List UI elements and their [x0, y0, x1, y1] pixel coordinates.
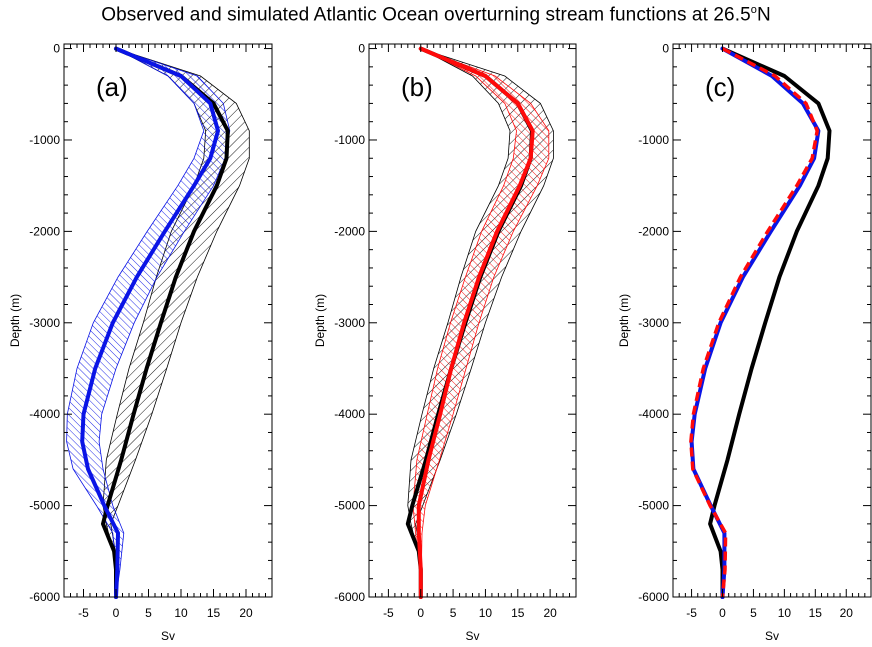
y-tick-label: -4000 — [29, 407, 60, 421]
x-axis-title: Sv — [161, 629, 175, 643]
y-tick-label: -6000 — [638, 590, 669, 604]
y-tick-label: -1000 — [334, 133, 365, 147]
chart-title-suffix: N — [756, 4, 771, 26]
y-tick-label: -3000 — [29, 316, 60, 330]
y-tick-label: 0 — [53, 42, 60, 56]
y-axis-title: Depth (m) — [8, 294, 22, 347]
y-tick-label: -6000 — [334, 590, 365, 604]
x-tick-label: 15 — [511, 606, 525, 620]
y-axis-title: Depth (m) — [313, 294, 327, 347]
x-tick-label: 5 — [750, 606, 757, 620]
x-tick-label: -5 — [686, 606, 697, 620]
y-tick-label: -5000 — [29, 499, 60, 513]
y-tick-label: 0 — [662, 42, 669, 56]
series-line-black-0 — [708, 46, 832, 599]
x-tick-label: 15 — [809, 606, 823, 620]
series-line-red-2 — [689, 47, 819, 598]
y-tick-label: -1000 — [29, 133, 60, 147]
x-tick-label: 10 — [778, 606, 792, 620]
x-tick-label: 10 — [174, 606, 188, 620]
series-line-black-0 — [101, 46, 230, 599]
panel-label: (a) — [96, 72, 128, 102]
panel-a: 0 -1000 -2000 -3000 -4000 -5000 -6000 -5 0 5 10 15 2… — [8, 42, 273, 643]
panel-label: (c) — [705, 72, 735, 102]
x-tick-label: 20 — [840, 606, 854, 620]
y-tick-label: -5000 — [334, 499, 365, 513]
series-line-red-1 — [416, 46, 535, 599]
x-tick-label: -5 — [78, 606, 89, 620]
panel-c: 0 -1000 -2000 -3000 -4000 -5000 -6000 -5 0 5 10 15 2… — [617, 42, 872, 643]
x-tick-label: 0 — [719, 606, 726, 620]
x-tick-label: 0 — [417, 606, 424, 620]
series-line-blue-1 — [80, 46, 220, 599]
x-tick-label: 10 — [479, 606, 493, 620]
panel-label: (b) — [401, 72, 433, 102]
x-tick-label: 20 — [543, 606, 557, 620]
x-tick-label: 5 — [145, 606, 152, 620]
panel-b: 0 -1000 -2000 -3000 -4000 -5000 -6000 -5 0 5 10 15 2… — [313, 42, 577, 643]
x-axis-title: Sv — [765, 629, 779, 643]
y-axis-title: Depth (m) — [617, 294, 631, 347]
x-tick-label: 15 — [207, 606, 221, 620]
y-tick-label: -2000 — [334, 224, 365, 238]
x-tick-label: -5 — [383, 606, 394, 620]
chart-title: Observed and simulated Atlantic Ocean ov… — [0, 4, 872, 26]
y-tick-label: -2000 — [638, 224, 669, 238]
y-tick-label: -4000 — [638, 407, 669, 421]
chart-title-degree: o — [750, 4, 757, 16]
axes-frame — [672, 43, 872, 598]
y-tick-label: -3000 — [638, 316, 669, 330]
y-tick-label: -3000 — [334, 316, 365, 330]
x-tick-label: 20 — [239, 606, 253, 620]
y-tick-label: -5000 — [638, 499, 669, 513]
x-tick-label: 0 — [113, 606, 120, 620]
y-tick-label: 0 — [358, 42, 365, 56]
y-tick-label: -2000 — [29, 224, 60, 238]
x-tick-label: 5 — [450, 606, 457, 620]
y-tick-label: -4000 — [334, 407, 365, 421]
y-tick-label: -6000 — [29, 590, 60, 604]
chart-title-main: Observed and simulated Atlantic Ocean ov… — [101, 4, 751, 26]
x-axis-title: Sv — [465, 629, 479, 643]
y-tick-label: -1000 — [638, 133, 669, 147]
